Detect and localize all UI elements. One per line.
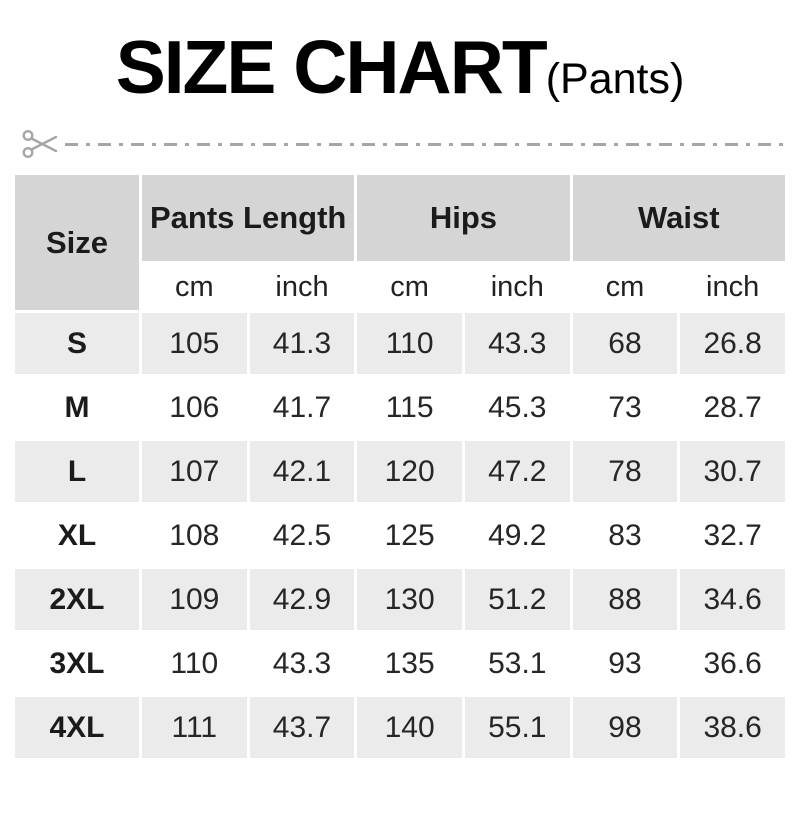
value-cell: 42.9	[249, 569, 355, 630]
table-group-header-row: Size Pants Length Hips Waist	[15, 175, 785, 310]
value-cell: 120	[357, 441, 462, 502]
value-cell: 108	[142, 505, 247, 566]
value-cell: 78	[572, 441, 678, 502]
page-header: SIZE CHART (Pants)	[0, 30, 800, 122]
value-cell: 73	[572, 377, 678, 438]
value-cell: 32.7	[680, 505, 785, 566]
value-cell: 140	[357, 697, 462, 758]
value-cell: 38.6	[680, 697, 785, 758]
value-cell: 135	[357, 633, 462, 694]
column-header-waist: Waist	[572, 175, 785, 261]
table-row-2xl: 2XL 109 42.9 130 51.2 88 34.6	[15, 569, 785, 630]
value-cell: 41.7	[249, 377, 355, 438]
value-cell: 106	[142, 377, 247, 438]
page-title: SIZE CHART	[115, 25, 548, 109]
value-cell: 36.6	[680, 633, 785, 694]
value-cell: 110	[142, 633, 247, 694]
table-row-4xl: 4XL 111 43.7 140 55.1 98 38.6	[15, 697, 785, 758]
unit-header: inch	[249, 264, 355, 310]
value-cell: 98	[572, 697, 678, 758]
value-cell: 105	[142, 313, 247, 374]
unit-header: inch	[464, 264, 570, 310]
value-cell: 28.7	[680, 377, 785, 438]
value-cell: 41.3	[249, 313, 355, 374]
size-cell: 2XL	[15, 569, 139, 630]
value-cell: 110	[357, 313, 462, 374]
size-cell: 3XL	[15, 633, 139, 694]
size-cell: S	[15, 313, 139, 374]
value-cell: 125	[357, 505, 462, 566]
value-cell: 68	[572, 313, 678, 374]
table-unit-header-row: cm inch cm inch cm inch	[15, 264, 785, 310]
value-cell: 49.2	[464, 505, 570, 566]
scissors-icon	[22, 129, 58, 159]
table-row-xl: XL 108 42.5 125 49.2 83 32.7	[15, 505, 785, 566]
value-cell: 53.1	[464, 633, 570, 694]
size-cell: XL	[15, 505, 139, 566]
table-row-m: M 106 41.7 115 45.3 73 28.7	[15, 377, 785, 438]
value-cell: 115	[357, 377, 462, 438]
unit-header: cm	[357, 264, 462, 310]
column-header-pants-length: Pants Length	[142, 175, 355, 261]
cut-line	[22, 128, 788, 160]
value-cell: 107	[142, 441, 247, 502]
value-cell: 43.3	[249, 633, 355, 694]
value-cell: 109	[142, 569, 247, 630]
size-table: Size Pants Length Hips Waist cm inch cm …	[12, 172, 788, 761]
value-cell: 45.3	[464, 377, 570, 438]
value-cell: 111	[142, 697, 247, 758]
value-cell: 30.7	[680, 441, 785, 502]
value-cell: 43.3	[464, 313, 570, 374]
page-subtitle: (Pants)	[545, 55, 685, 103]
size-cell: L	[15, 441, 139, 502]
size-cell: M	[15, 377, 139, 438]
column-header-size: Size	[15, 175, 139, 310]
value-cell: 42.5	[249, 505, 355, 566]
unit-header: cm	[572, 264, 678, 310]
table-row-s: S 105 41.3 110 43.3 68 26.8	[15, 313, 785, 374]
value-cell: 55.1	[464, 697, 570, 758]
value-cell: 43.7	[249, 697, 355, 758]
size-chart-page: SIZE CHART (Pants) Size Pants Length Hips…	[0, 30, 800, 830]
unit-header: inch	[680, 264, 785, 310]
value-cell: 34.6	[680, 569, 785, 630]
value-cell: 93	[572, 633, 678, 694]
value-cell: 26.8	[680, 313, 785, 374]
table-row-l: L 107 42.1 120 47.2 78 30.7	[15, 441, 785, 502]
unit-header: cm	[142, 264, 247, 310]
value-cell: 47.2	[464, 441, 570, 502]
table-row-3xl: 3XL 110 43.3 135 53.1 93 36.6	[15, 633, 785, 694]
column-header-hips: Hips	[357, 175, 570, 261]
size-cell: 4XL	[15, 697, 139, 758]
dashed-cut-rule	[65, 142, 788, 146]
value-cell: 88	[572, 569, 678, 630]
value-cell: 130	[357, 569, 462, 630]
value-cell: 83	[572, 505, 678, 566]
value-cell: 51.2	[464, 569, 570, 630]
value-cell: 42.1	[249, 441, 355, 502]
